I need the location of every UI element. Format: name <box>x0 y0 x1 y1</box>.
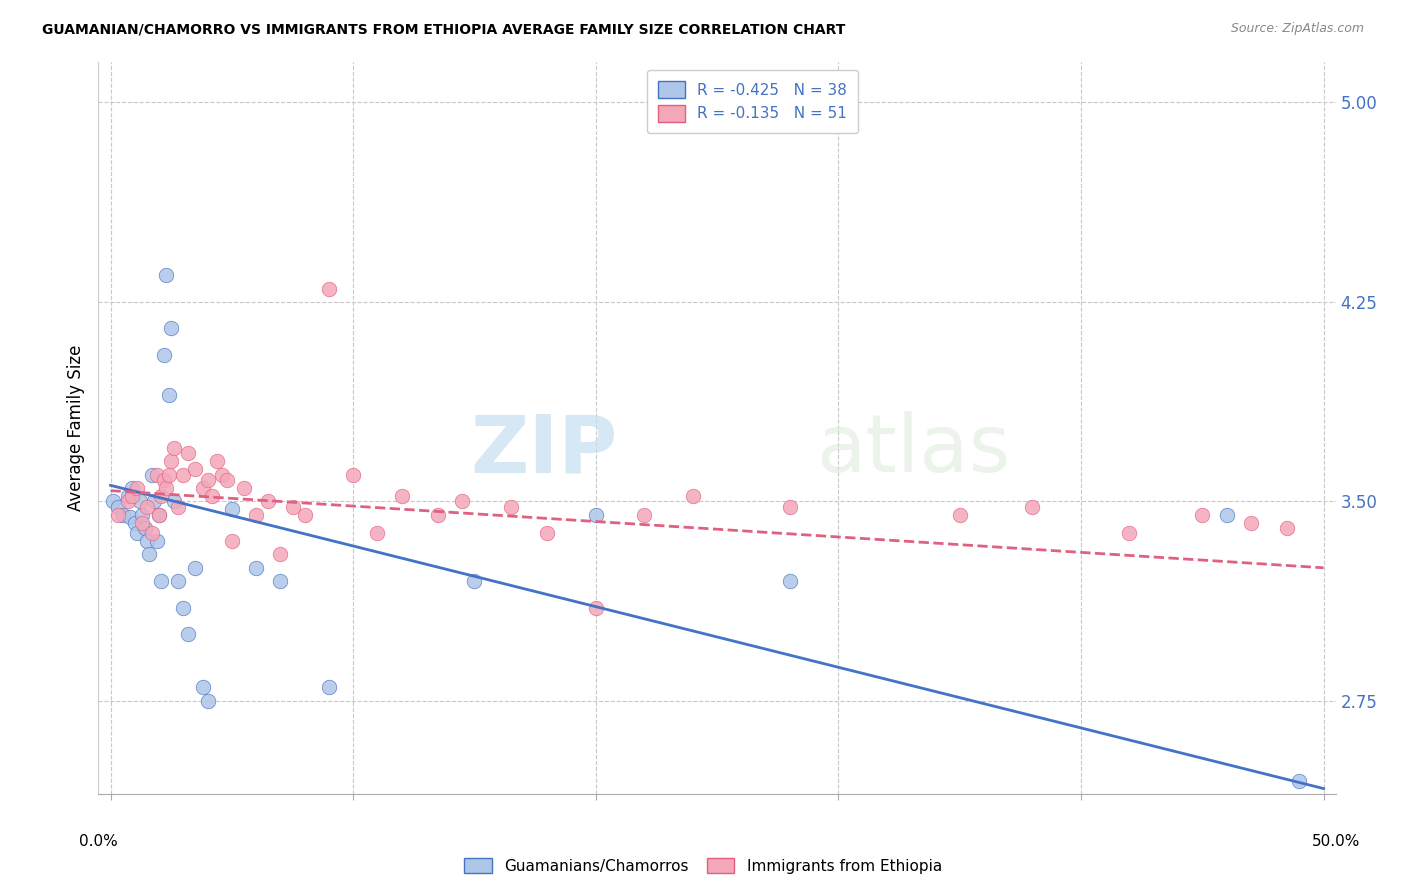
Text: 0.0%: 0.0% <box>79 834 118 849</box>
Point <box>1312 800 1334 814</box>
Point <box>162 441 184 455</box>
Point <box>197 694 219 708</box>
Point <box>779 574 801 588</box>
Text: 50.0%: 50.0% <box>1312 834 1360 849</box>
Point <box>162 494 184 508</box>
Point <box>245 508 267 522</box>
Point <box>1118 526 1140 541</box>
Point <box>127 526 149 541</box>
Point <box>143 494 166 508</box>
Point <box>117 494 139 508</box>
Point <box>134 521 156 535</box>
Point <box>127 481 149 495</box>
Point <box>172 600 194 615</box>
Point <box>294 508 316 522</box>
Point <box>150 574 173 588</box>
Point <box>233 481 256 495</box>
Point <box>101 494 124 508</box>
Point <box>177 627 200 641</box>
Point <box>138 548 160 562</box>
Point <box>427 508 450 522</box>
Point <box>779 500 801 514</box>
Point <box>121 481 143 495</box>
Point <box>118 510 141 524</box>
Point <box>257 494 280 508</box>
Point <box>167 500 190 514</box>
Point <box>148 508 170 522</box>
Text: Source: ZipAtlas.com: Source: ZipAtlas.com <box>1230 22 1364 36</box>
Point <box>131 508 153 522</box>
Point <box>1275 521 1298 535</box>
Point <box>215 473 238 487</box>
Point <box>269 548 291 562</box>
Point <box>585 600 607 615</box>
Point <box>153 473 176 487</box>
Point <box>121 489 143 503</box>
Point <box>145 534 167 549</box>
Point <box>221 502 243 516</box>
Point <box>245 561 267 575</box>
Point <box>682 489 704 503</box>
Point <box>391 489 413 503</box>
Point <box>366 526 388 541</box>
Point <box>150 489 173 503</box>
Point <box>157 388 180 402</box>
Point <box>191 481 214 495</box>
Point <box>177 446 200 460</box>
Point <box>211 467 233 482</box>
Point <box>153 348 176 362</box>
Text: atlas: atlas <box>815 411 1011 489</box>
Point <box>155 268 177 283</box>
Point <box>1021 500 1043 514</box>
Point <box>141 467 163 482</box>
Point <box>184 561 207 575</box>
Point <box>318 681 340 695</box>
Point <box>342 467 364 482</box>
Point <box>221 534 243 549</box>
Point <box>172 467 194 482</box>
Point <box>1240 516 1263 530</box>
Point <box>157 467 180 482</box>
Point <box>107 500 129 514</box>
Point <box>201 489 224 503</box>
Point <box>131 516 153 530</box>
Point <box>184 462 207 476</box>
Text: ZIP: ZIP <box>471 411 619 489</box>
Point <box>499 500 522 514</box>
Point <box>585 508 607 522</box>
Y-axis label: Average Family Size: Average Family Size <box>66 345 84 511</box>
Point <box>281 500 304 514</box>
Point <box>107 508 129 522</box>
Point <box>136 500 159 514</box>
Legend: R = -0.425   N = 38, R = -0.135   N = 51: R = -0.425 N = 38, R = -0.135 N = 51 <box>647 70 858 133</box>
Point <box>463 574 485 588</box>
Point <box>155 481 177 495</box>
Point <box>633 508 655 522</box>
Point <box>1191 508 1213 522</box>
Point <box>141 526 163 541</box>
Legend: Guamanians/Chamorros, Immigrants from Ethiopia: Guamanians/Chamorros, Immigrants from Et… <box>458 852 948 880</box>
Point <box>124 516 146 530</box>
Point <box>949 508 972 522</box>
Point <box>167 574 190 588</box>
Point <box>536 526 558 541</box>
Point <box>148 508 170 522</box>
Point <box>117 489 139 503</box>
Text: GUAMANIAN/CHAMORRO VS IMMIGRANTS FROM ETHIOPIA AVERAGE FAMILY SIZE CORRELATION C: GUAMANIAN/CHAMORRO VS IMMIGRANTS FROM ET… <box>42 22 845 37</box>
Point <box>111 508 134 522</box>
Point <box>451 494 474 508</box>
Point <box>1215 508 1237 522</box>
Point <box>145 467 167 482</box>
Point <box>128 494 150 508</box>
Point <box>160 321 183 335</box>
Point <box>1288 773 1310 788</box>
Point <box>197 473 219 487</box>
Point <box>191 681 214 695</box>
Point <box>136 534 159 549</box>
Point <box>269 574 291 588</box>
Point <box>207 454 229 468</box>
Point <box>160 454 183 468</box>
Point <box>318 281 340 295</box>
